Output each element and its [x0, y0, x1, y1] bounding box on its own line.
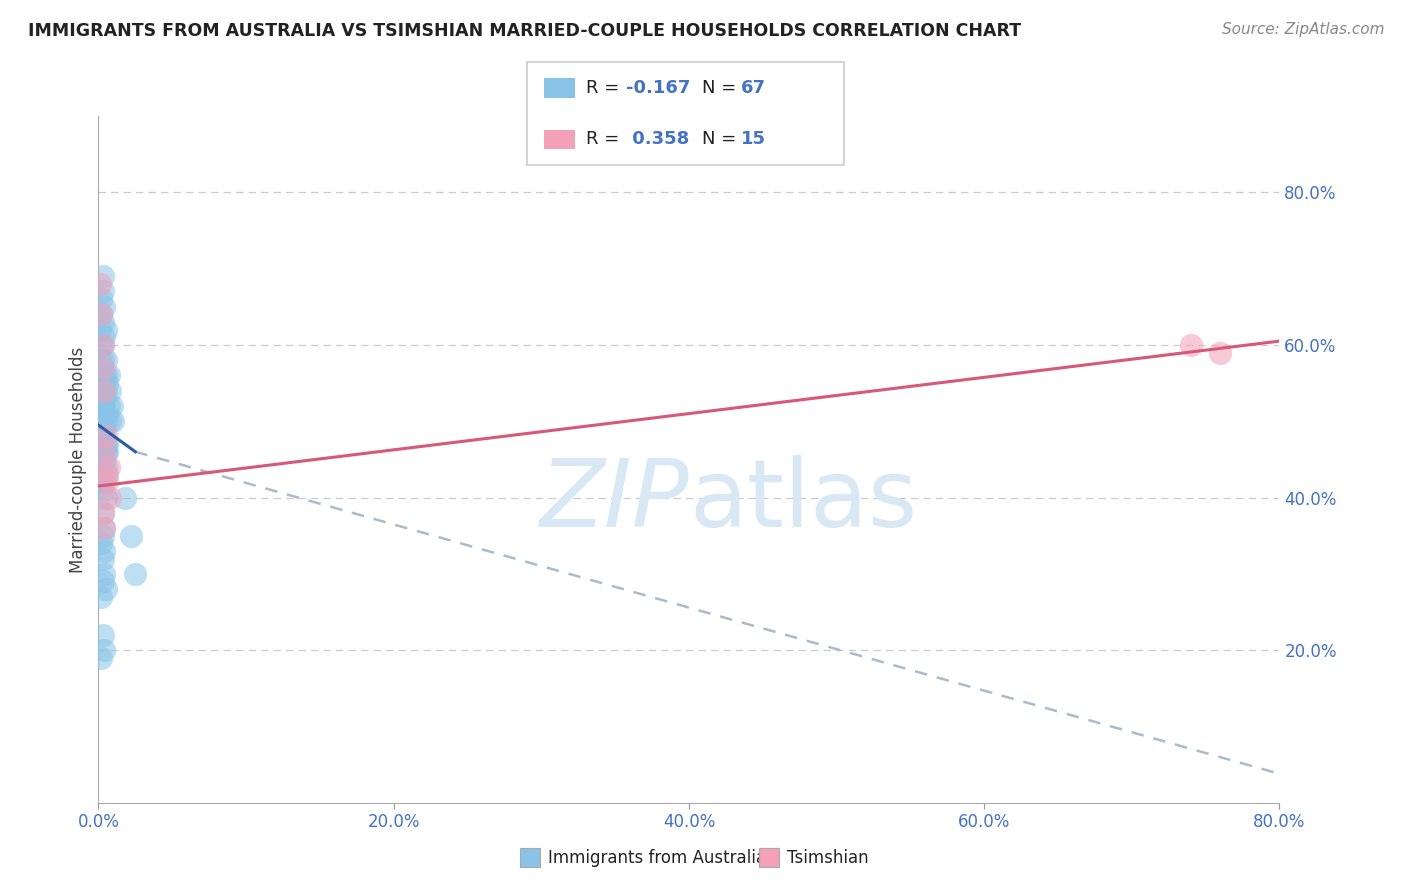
Point [93, 330, 115, 344]
Point [94, 414, 117, 428]
Point [89, 353, 111, 368]
Point [91, 353, 114, 368]
Point [90, 414, 112, 428]
Point [96, 467, 118, 482]
Text: atlas: atlas [689, 455, 917, 547]
Point [91, 315, 114, 329]
Text: Immigrants from Australia: Immigrants from Australia [548, 848, 766, 867]
Point [93, 422, 115, 436]
Point [91, 360, 114, 375]
Point [93, 384, 115, 398]
Y-axis label: Married-couple Households: Married-couple Households [69, 346, 87, 573]
Text: N =: N = [702, 130, 741, 148]
Point [91, 460, 114, 475]
Text: -0.167: -0.167 [626, 79, 690, 97]
Point [100, 399, 122, 413]
Point [91, 628, 114, 642]
Point [96, 407, 118, 421]
Point [89, 277, 111, 291]
Text: ZIP: ZIP [540, 455, 689, 546]
Text: R =: R = [586, 130, 626, 148]
Text: R =: R = [586, 79, 626, 97]
Point [91, 384, 114, 398]
Point [90, 307, 112, 321]
Point [93, 475, 115, 490]
Point [91, 529, 114, 543]
Point [97, 460, 120, 475]
Text: N =: N = [702, 79, 741, 97]
Point [91, 269, 114, 284]
Point [91, 506, 114, 520]
Point [91, 338, 114, 352]
Point [91, 392, 114, 406]
Point [93, 399, 115, 413]
Point [91, 338, 114, 352]
Point [96, 475, 118, 490]
Point [90, 650, 112, 665]
Point [93, 407, 115, 421]
Point [91, 285, 114, 299]
Point [94, 467, 117, 482]
Point [93, 452, 115, 467]
Point [90, 292, 112, 306]
Point [98, 414, 121, 428]
Point [91, 360, 114, 375]
Point [1180, 338, 1202, 352]
Point [90, 444, 112, 458]
Point [93, 368, 115, 383]
Point [93, 300, 115, 314]
Point [93, 521, 115, 535]
Point [91, 399, 114, 413]
Point [94, 353, 117, 368]
Point [94, 460, 117, 475]
Point [120, 529, 142, 543]
Point [91, 475, 114, 490]
Point [93, 429, 115, 443]
Point [93, 643, 115, 657]
Point [98, 491, 121, 505]
Point [94, 491, 117, 505]
Point [90, 307, 112, 321]
Point [114, 491, 136, 505]
Point [91, 506, 114, 520]
Point [96, 376, 118, 390]
Point [90, 590, 112, 604]
Point [94, 323, 117, 337]
Point [93, 521, 115, 535]
Text: Tsimshian: Tsimshian [787, 848, 869, 867]
Point [90, 338, 112, 352]
Point [91, 574, 114, 589]
Text: IMMIGRANTS FROM AUSTRALIA VS TSIMSHIAN MARRIED-COUPLE HOUSEHOLDS CORRELATION CHA: IMMIGRANTS FROM AUSTRALIA VS TSIMSHIAN M… [28, 22, 1021, 40]
Text: 15: 15 [741, 130, 766, 148]
Text: 67: 67 [741, 79, 766, 97]
Text: Source: ZipAtlas.com: Source: ZipAtlas.com [1222, 22, 1385, 37]
Point [124, 566, 146, 581]
Point [1209, 345, 1232, 359]
Point [94, 582, 117, 596]
Point [91, 551, 114, 566]
Point [94, 437, 117, 451]
Point [94, 444, 117, 458]
Point [103, 414, 125, 428]
Point [98, 384, 121, 398]
Point [93, 566, 115, 581]
Text: 0.358: 0.358 [626, 130, 689, 148]
Point [94, 368, 117, 383]
Point [93, 444, 115, 458]
Point [91, 429, 114, 443]
Point [97, 368, 120, 383]
Point [93, 544, 115, 558]
Point [97, 399, 120, 413]
Point [93, 392, 115, 406]
Point [89, 323, 111, 337]
Point [94, 384, 117, 398]
Point [90, 536, 112, 550]
Point [91, 483, 114, 497]
Point [91, 376, 114, 390]
Point [96, 437, 118, 451]
Point [94, 429, 117, 443]
Point [96, 444, 118, 458]
